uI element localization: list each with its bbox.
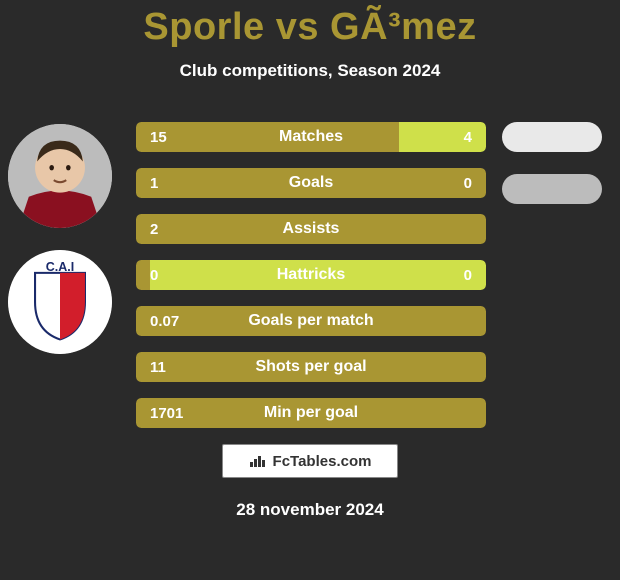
- page-title: Sporle vs GÃ³mez: [0, 0, 620, 49]
- stat-bar: 0.07Goals per match: [136, 306, 486, 336]
- stat-bars: 154Matches 10Goals 2Assists 00Hattricks 0.07…: [136, 122, 486, 428]
- stat-label: Min per goal: [136, 398, 486, 428]
- stat-bar: 10Goals: [136, 168, 486, 198]
- player-avatar-svg: [8, 124, 112, 228]
- stat-bar: 11Shots per goal: [136, 352, 486, 382]
- subtitle: Club competitions, Season 2024: [0, 61, 620, 81]
- avatar-stack: C.A.I: [8, 124, 112, 354]
- stat-bar: 1701Min per goal: [136, 398, 486, 428]
- opponent-oval-2: [502, 174, 602, 204]
- opponent-oval-1: [502, 122, 602, 152]
- stat-bar: 154Matches: [136, 122, 486, 152]
- date-label: 28 november 2024: [0, 500, 620, 520]
- stat-label: Shots per goal: [136, 352, 486, 382]
- stat-label: Goals: [136, 168, 486, 198]
- opponent-ovals: [502, 122, 602, 204]
- source-label: FcTables.com: [273, 453, 372, 470]
- player-avatar: [8, 124, 112, 228]
- stat-bar: 00Hattricks: [136, 260, 486, 290]
- stat-label: Hattricks: [136, 260, 486, 290]
- club-crest: C.A.I: [8, 250, 112, 354]
- card: Sporle vs GÃ³mez Club competitions, Seas…: [0, 0, 620, 580]
- stat-label: Goals per match: [136, 306, 486, 336]
- stat-label: Assists: [136, 214, 486, 244]
- stat-label: Matches: [136, 122, 486, 152]
- source-chip: FcTables.com: [222, 444, 398, 478]
- crest-text: C.A.I: [46, 260, 74, 274]
- club-crest-svg: C.A.I: [8, 250, 112, 354]
- stat-bar: 2Assists: [136, 214, 486, 244]
- bars-icon: [249, 454, 267, 468]
